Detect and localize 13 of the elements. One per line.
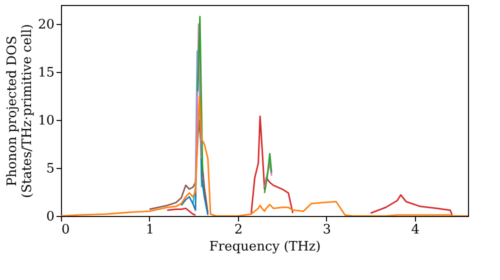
x-tick-label: 4 xyxy=(411,222,420,238)
y-tick-label: 10 xyxy=(38,114,54,129)
x-axis-title: Frequency (THz) xyxy=(209,240,321,254)
line-series xyxy=(61,95,468,216)
y-tick-label: 20 xyxy=(38,18,54,33)
x-tick-label: 1 xyxy=(146,222,154,238)
y-tick-label: 5 xyxy=(46,162,54,177)
x-tick-label: 0 xyxy=(62,222,70,238)
x-tick-label: 2 xyxy=(234,222,243,238)
x-tick-label: 3 xyxy=(322,222,332,238)
y-tick-label: 15 xyxy=(38,66,54,81)
y-axis-title: Phonon projected DOS (States/THz·primitive cell) xyxy=(4,24,35,198)
y-tick-label: 0 xyxy=(46,210,54,224)
